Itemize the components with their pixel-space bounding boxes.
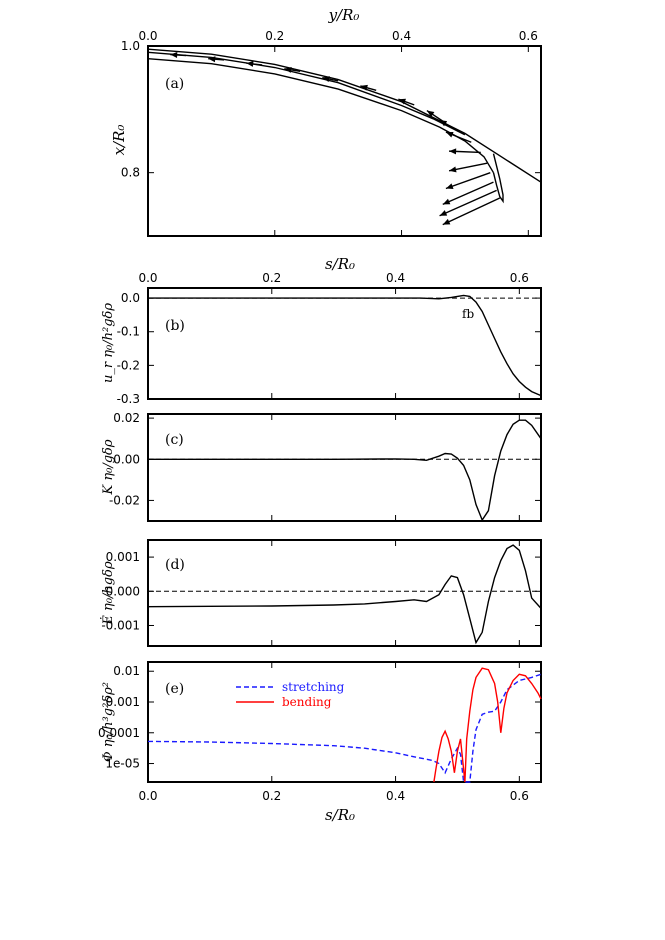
y-tick-label: 0.01 (113, 664, 140, 678)
x-tick-label: 0.0 (138, 789, 157, 803)
panel-e-x-axis-title: s/R₀ (325, 806, 355, 824)
panel-b-label: (b) (165, 318, 185, 334)
velocity-arrowhead (439, 120, 448, 127)
x-tick-label: 0.0 (138, 29, 157, 43)
panel-a-top-axis-title: y/R₀ (328, 6, 360, 24)
panel-a-bottom-axis-title: s/R₀ (325, 255, 355, 273)
velocity-arrowhead (449, 166, 457, 173)
velocity-arrowhead (445, 183, 454, 189)
velocity-arrowhead (439, 210, 448, 216)
velocity-arrow (442, 181, 494, 205)
y-tick-label: 0.0001 (98, 726, 140, 740)
velocity-arrowhead (246, 60, 254, 67)
velocity-arrowhead (426, 110, 435, 117)
panel-a-top-ticks: 0.0 0.2 0.4 0.6 (138, 29, 538, 236)
panel-a: (a) y/R₀ x/R₀ s/R₀ 0.0 0.2 0.4 0.6 0.8 1.0 (110, 6, 542, 273)
panel-d-left-ticks: 0.001 0.000 -0.001 (101, 550, 541, 632)
x-tick-label: 0.4 (386, 789, 405, 803)
y-tick-label: 1e-05 (105, 757, 140, 771)
legend-bending-label: bending (282, 695, 332, 709)
y-tick-label: 0.000 (106, 584, 140, 598)
x-tick-label: 0.6 (510, 271, 529, 285)
y-tick-label: 0.8 (121, 166, 140, 180)
panel-e: (e) stretching bending Φ η₀/h³g²δρ² s/R₀… (98, 661, 542, 824)
curve-inner-boundary (147, 58, 495, 174)
panel-d-label: (d) (165, 557, 185, 573)
panel-c-left-ticks: 0.02 0.00 -0.02 (109, 411, 541, 507)
y-tick-label: 0.00 (113, 452, 140, 466)
panel-c: (c) K η₀/gδρ 0.02 0.00 -0.02 (101, 411, 542, 522)
y-tick-label: 0.001 (106, 550, 140, 564)
velocity-arrowhead (398, 98, 406, 105)
y-tick-label: 0.0 (121, 291, 140, 305)
velocity-arrowhead (322, 76, 330, 82)
panel-e-bottom-ticks: 0.0 0.2 0.4 0.6 (138, 662, 529, 803)
x-tick-label: 0.6 (519, 29, 538, 43)
panel-b: (b) fb u_r η₀/h²gδρ 0.0 0.2 0.4 0.6 0.0 -0.1… (101, 271, 542, 406)
velocity-arrowhead (284, 66, 292, 73)
series-line (148, 294, 542, 397)
x-tick-label: 0.4 (386, 271, 405, 285)
panel-a-label: (a) (165, 76, 184, 92)
y-tick-label: -0.001 (101, 618, 140, 632)
panel-c-frame (147, 413, 542, 522)
legend-stretching-label: stretching (282, 680, 345, 694)
y-tick-label: -0.3 (117, 392, 140, 406)
panel-e-y-axis-title: Φ η₀/h³g²δρ² (101, 682, 116, 762)
velocity-arrowhead (360, 84, 368, 91)
velocity-arrowhead (170, 51, 178, 58)
panel-b-y-axis-title: u_r η₀/h²gδρ (101, 303, 116, 383)
series-line (148, 419, 542, 522)
curve-tip-loop (492, 153, 504, 204)
x-tick-label: 0.0 (138, 271, 157, 285)
legend: stretching bending (236, 680, 345, 709)
velocity-arrowhead (445, 131, 454, 138)
panel-a-marks (147, 48, 542, 226)
series-stretching (147, 673, 542, 783)
velocity-arrowhead (442, 218, 451, 225)
panel-a-left-ticks: 0.8 1.0 (121, 39, 541, 180)
velocity-arrowhead (208, 56, 216, 63)
y-tick-label: -0.2 (117, 358, 140, 372)
panel-d: (d) Ė η₀/hgδρ 0.001 0.000 -0.001 (99, 539, 542, 647)
panel-e-left-ticks: 0.01 0.001 0.0001 1e-05 (98, 664, 541, 771)
series-line (147, 544, 542, 645)
panel-d-y-axis-title: Ė η₀/hgδρ (99, 561, 116, 626)
panel-d-frame (147, 539, 542, 647)
velocity-arrowhead (442, 198, 451, 205)
curve-middle-line (147, 51, 466, 136)
x-tick-label: 0.6 (510, 789, 529, 803)
x-tick-label: 0.2 (262, 271, 281, 285)
x-tick-label: 0.4 (392, 29, 411, 43)
velocity-arrowhead (449, 148, 457, 155)
y-tick-label: -0.1 (117, 325, 140, 339)
y-tick-label: -0.02 (109, 493, 140, 507)
velocity-arrow (439, 189, 497, 217)
y-tick-label: 1.0 (121, 39, 140, 53)
curve-outer-boundary (147, 48, 542, 183)
y-tick-label: 0.02 (113, 411, 140, 425)
panel-e-marks (147, 667, 542, 783)
panel-d-marks (147, 540, 542, 646)
panel-c-marks (147, 414, 542, 522)
panel-c-label: (c) (165, 432, 184, 448)
panel-b-frame (147, 287, 542, 400)
panel-e-frame (147, 661, 542, 783)
y-tick-label: 0.001 (106, 695, 140, 709)
panel-a-frame (147, 45, 542, 237)
x-tick-label: 0.2 (262, 789, 281, 803)
panel-c-y-axis-title: K η₀/gδρ (101, 439, 116, 495)
series-bending (433, 667, 542, 783)
panel-b-annotation-fb: fb (462, 307, 474, 321)
panel-b-left-ticks: 0.0 -0.1 -0.2 -0.3 (117, 291, 541, 406)
velocity-arrow (442, 197, 501, 226)
panel-b-marks (148, 294, 542, 397)
panel-b-top-ticks: 0.0 0.2 0.4 0.6 (138, 271, 529, 399)
x-tick-label: 0.2 (265, 29, 284, 43)
panel-a-y-axis-title: x/R₀ (110, 125, 128, 156)
velocity-arrow (445, 172, 491, 190)
panel-e-label: (e) (165, 681, 184, 697)
